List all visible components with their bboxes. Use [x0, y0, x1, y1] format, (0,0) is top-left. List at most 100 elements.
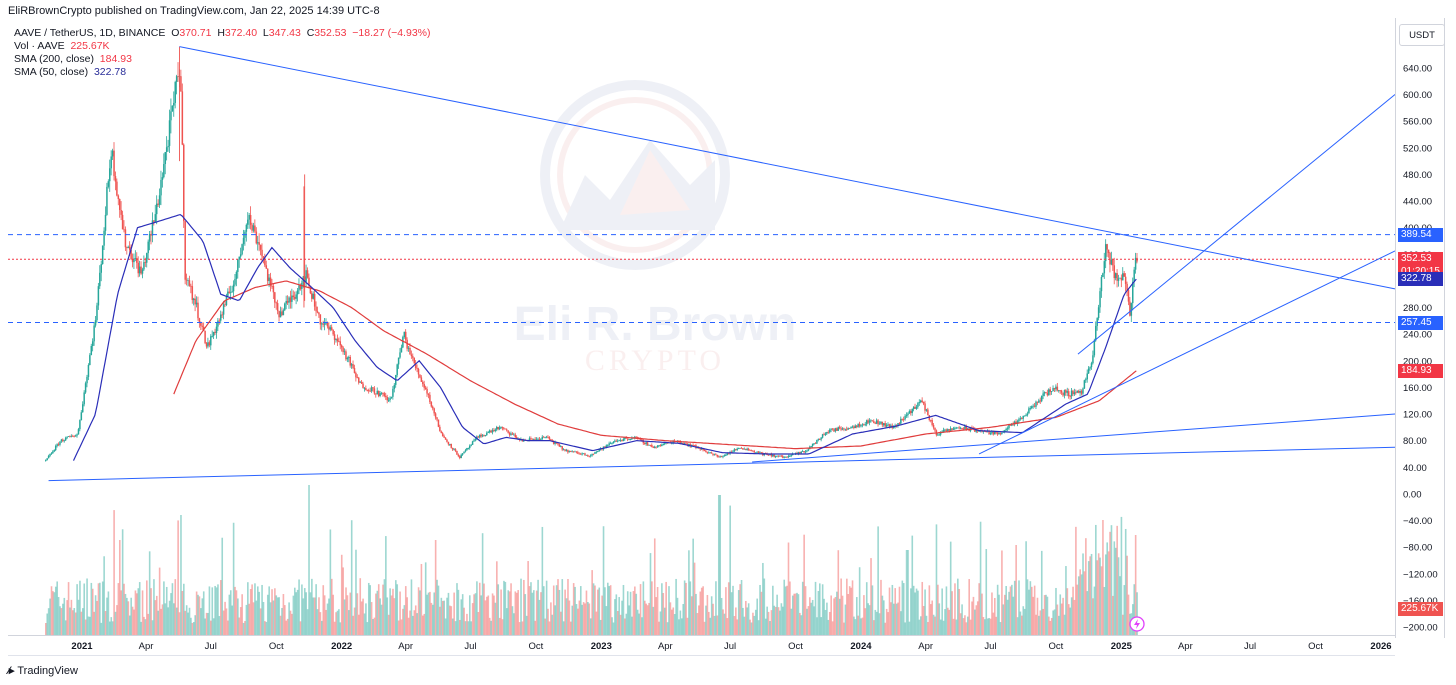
volume-bar: [1059, 594, 1062, 635]
tradingview-logo-icon: ⁄▸: [8, 665, 14, 677]
volume-bar: [735, 607, 737, 635]
candle-body: [446, 439, 448, 442]
volume-bar: [323, 595, 326, 635]
volume-bar: [74, 612, 77, 635]
candle-body: [577, 452, 579, 454]
volume-bar: [1077, 576, 1080, 635]
candle-body: [299, 285, 302, 289]
volume-bar: [929, 604, 932, 635]
candle-body: [160, 179, 162, 196]
candle-body: [565, 449, 568, 451]
candle-body: [1021, 418, 1023, 419]
candle-body: [531, 438, 534, 440]
volume-bar: [1039, 610, 1042, 635]
volume-bar: [907, 550, 909, 635]
y-tick-label: 160.00: [1403, 383, 1432, 394]
volume-bar: [840, 578, 842, 635]
volume-bar: [508, 591, 511, 635]
x-tick-label: Oct: [1308, 641, 1323, 652]
candle-body: [1073, 392, 1076, 395]
volume-bar: [599, 619, 602, 635]
trendline[interactable]: [1077, 94, 1396, 355]
candle-body: [1124, 276, 1127, 284]
candle-body: [64, 437, 67, 441]
symbol-legend: AAVE / TetherUS, 1D, BINANCE O370.71 H37…: [14, 27, 431, 40]
candle-body: [180, 76, 182, 92]
volume-bar: [971, 601, 973, 635]
volume-bar: [941, 588, 943, 635]
candle-body: [1093, 340, 1096, 356]
volume-bar: [1109, 531, 1111, 635]
candle-body: [964, 426, 966, 429]
candle-body: [298, 285, 300, 291]
candle-body: [683, 443, 686, 445]
candle-body: [598, 449, 600, 451]
volume-bar: [518, 622, 521, 635]
candle-body: [742, 448, 744, 450]
volume-bar: [1060, 603, 1063, 635]
sma200-legend[interactable]: SMA (200, close) 184.93: [14, 53, 132, 66]
volume-bar: [668, 586, 670, 635]
candle-body: [375, 393, 377, 395]
candle-body: [449, 443, 451, 445]
candle-body: [511, 433, 514, 435]
candle-body: [847, 428, 849, 430]
volume-bar: [231, 605, 233, 635]
symbol-name[interactable]: AAVE / TetherUS, 1D, BINANCE: [14, 27, 166, 39]
candle-body: [508, 432, 511, 435]
volume-bar: [588, 603, 591, 635]
candle-body: [661, 444, 663, 447]
volume-bar: [696, 613, 699, 635]
volume-bar: [1058, 615, 1060, 635]
trendline[interactable]: [978, 250, 1396, 455]
volume-bar: [575, 604, 578, 635]
candle-body: [523, 440, 525, 442]
tradingview-brand[interactable]: ⁄▸ TradingView: [8, 664, 78, 678]
volume-bar: [175, 607, 178, 635]
watermark-subtitle: CRYPTO: [585, 344, 725, 377]
currency-button[interactable]: USDT: [1399, 24, 1445, 46]
candle-body: [444, 437, 447, 440]
candle-body: [905, 415, 908, 416]
candle-body: [589, 455, 592, 457]
volume-bar: [806, 608, 808, 635]
trendline[interactable]: [752, 413, 1396, 463]
candle-body: [821, 434, 824, 438]
volume-bar: [312, 597, 315, 635]
candle-body: [1090, 363, 1093, 368]
volume-bar: [190, 617, 192, 635]
candle-body: [628, 439, 630, 441]
trendlines[interactable]: [48, 46, 1396, 482]
candle-body: [945, 429, 948, 431]
volume-bar: [332, 594, 335, 635]
candle-body: [575, 451, 578, 453]
volume-bar: [860, 618, 862, 635]
trendline[interactable]: [179, 46, 1396, 290]
volume-legend[interactable]: Vol · AAVE 225.67K: [14, 40, 110, 53]
volume-bar: [178, 612, 181, 635]
volume-bar: [1124, 528, 1127, 635]
candle-body: [474, 438, 477, 441]
candle-body: [192, 298, 195, 301]
candle-body: [451, 447, 454, 450]
volume-bar: [604, 587, 606, 635]
candle-body: [713, 454, 716, 456]
volume-bar: [1012, 596, 1015, 635]
candle-body: [820, 437, 822, 440]
horizontal-levels[interactable]: [8, 234, 1395, 324]
trendline[interactable]: [48, 446, 1396, 482]
volume-bar: [865, 582, 868, 635]
candle-body: [1042, 393, 1044, 396]
sma50-legend[interactable]: SMA (50, close) 322.78: [14, 66, 126, 79]
candle-body: [224, 304, 226, 306]
volume-bar: [221, 537, 224, 635]
volume-bar: [395, 580, 397, 635]
volume-bar: [947, 607, 949, 635]
volume-bar: [949, 541, 952, 635]
volume-bar: [461, 594, 464, 635]
volume-bar: [884, 622, 887, 635]
candle-body: [66, 436, 68, 438]
candle-body: [403, 331, 406, 338]
candle-body: [167, 145, 169, 148]
